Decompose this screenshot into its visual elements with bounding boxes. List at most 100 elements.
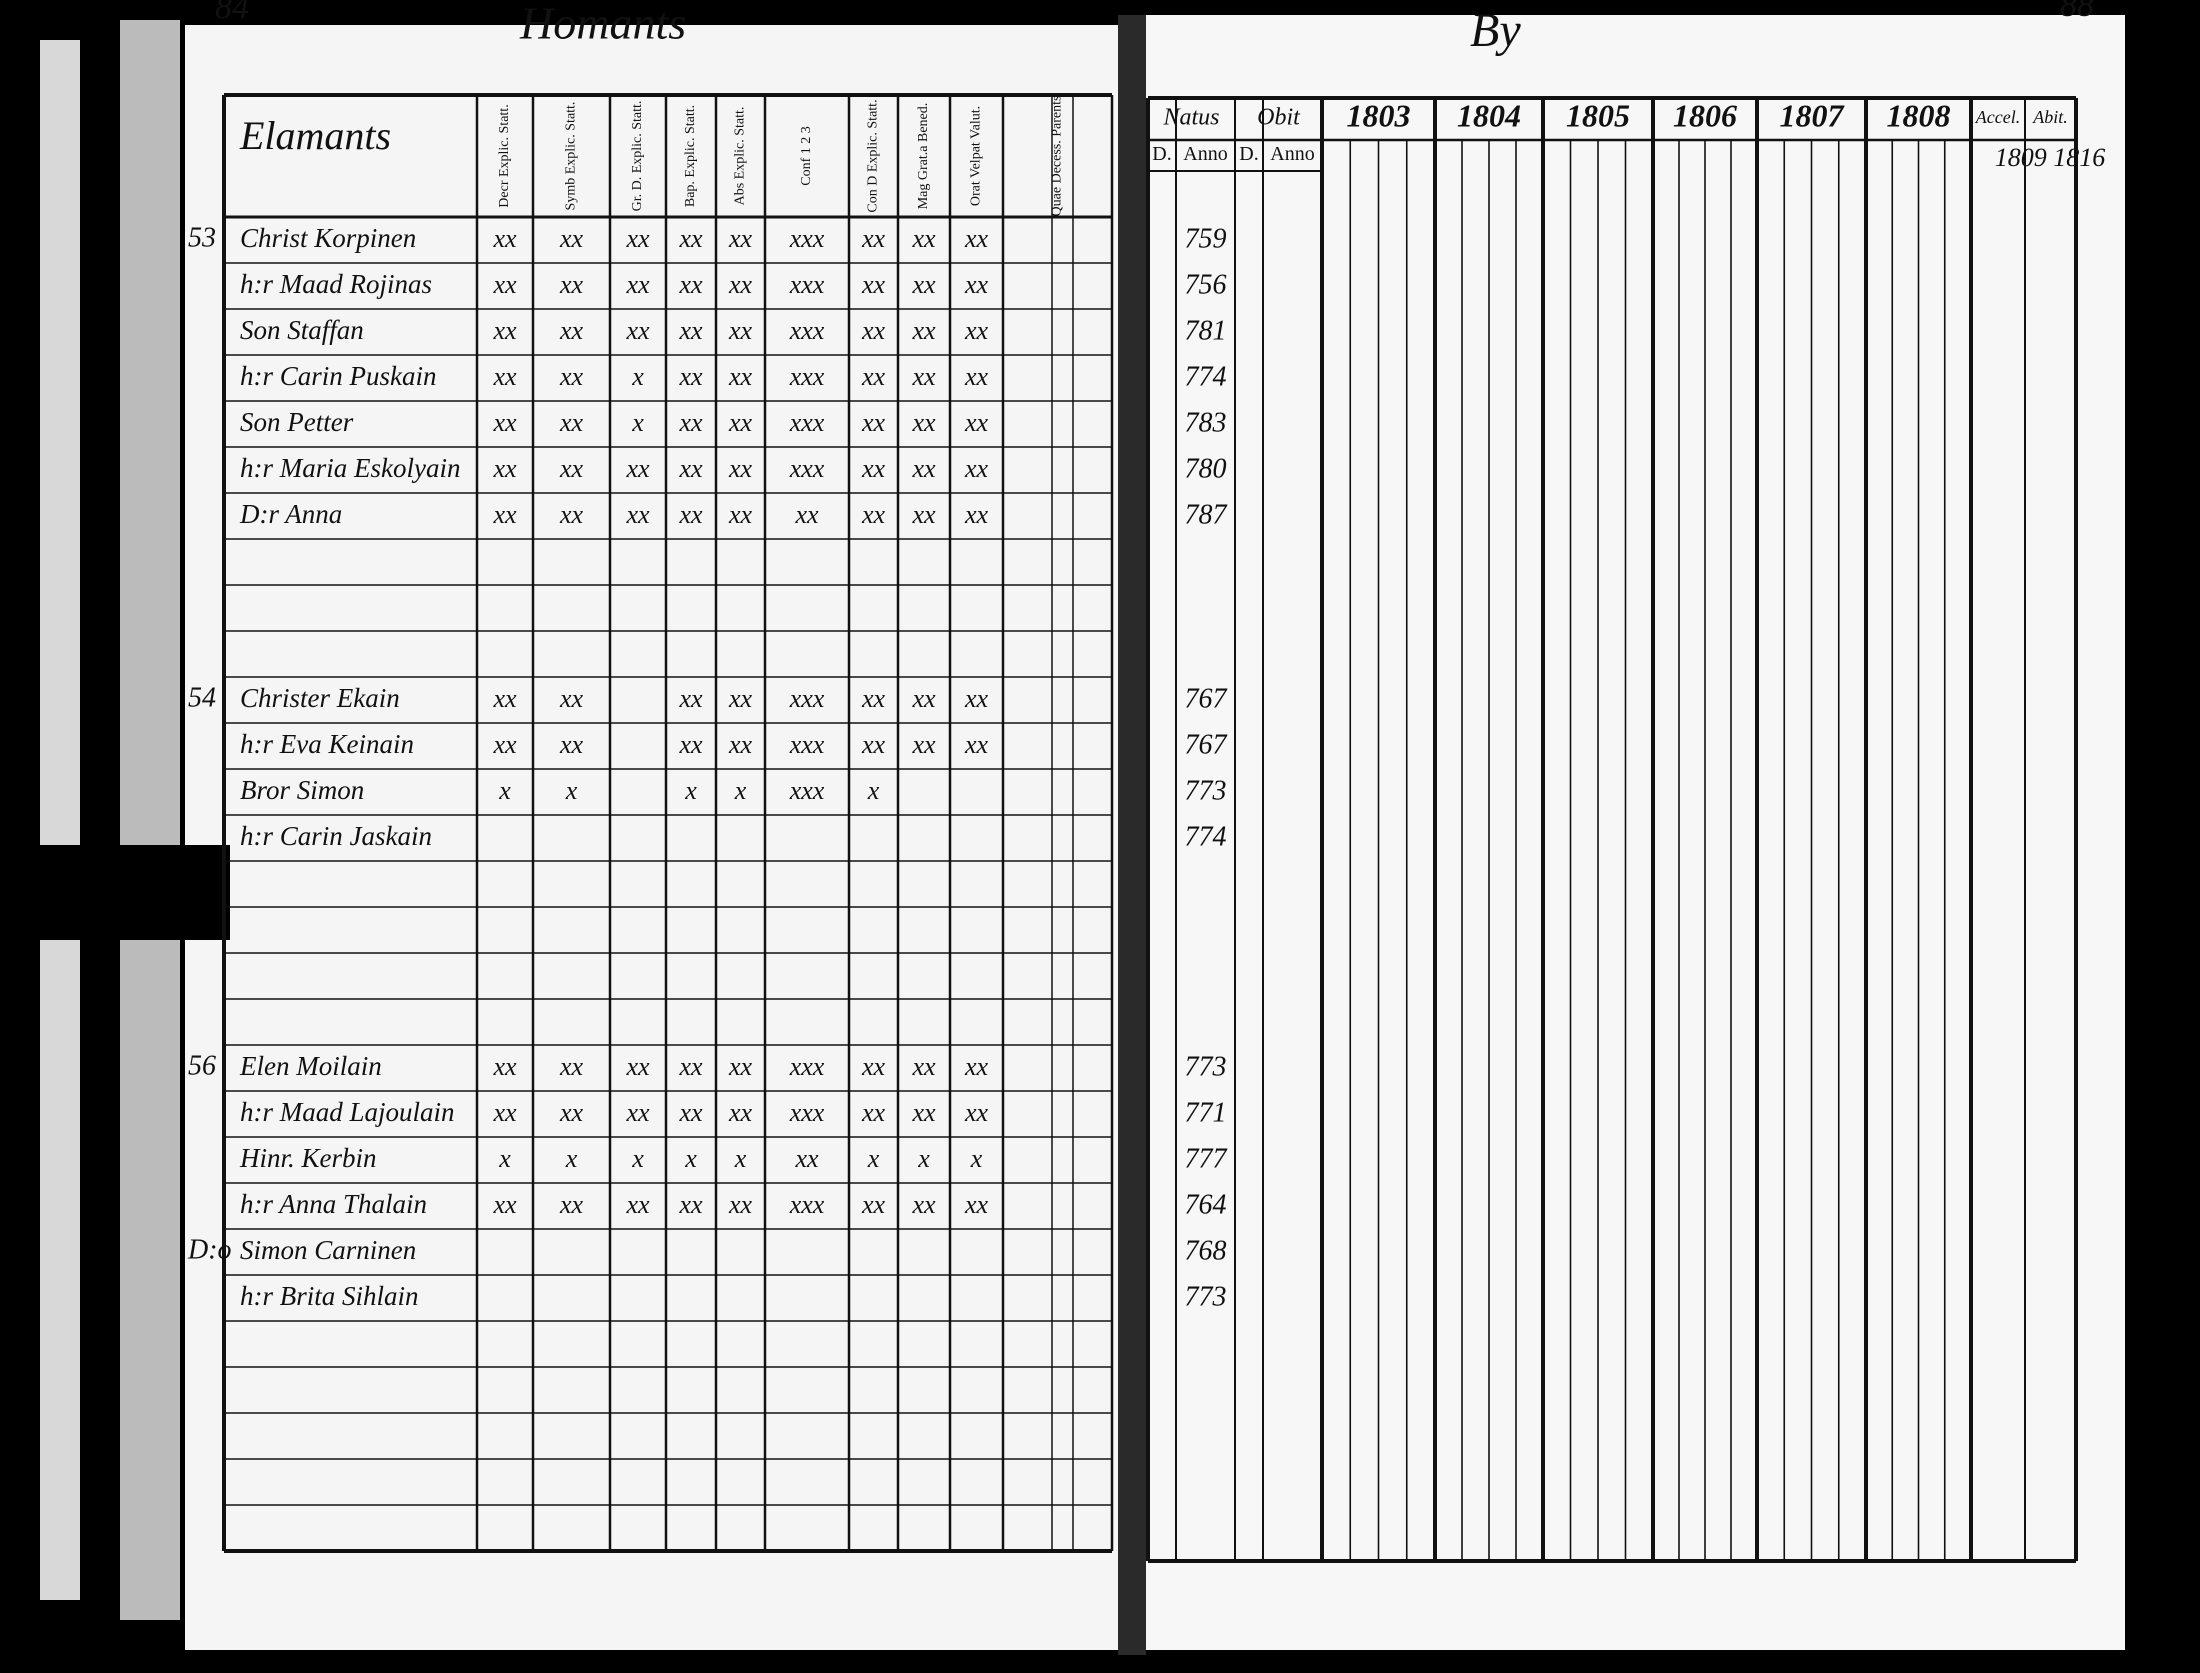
catechism-mark: x xyxy=(867,1144,880,1173)
catechism-mark: xx xyxy=(678,1098,703,1127)
catechism-mark: x xyxy=(734,1144,747,1173)
member-name: h:r Maad Rojinas xyxy=(240,269,432,299)
catechism-mark: xx xyxy=(678,316,703,345)
catechism-mark: xx xyxy=(728,316,753,345)
member-name: Simon Carninen xyxy=(240,1235,416,1265)
year-header: 1808 xyxy=(1887,97,1951,133)
catechism-mark: xx xyxy=(678,730,703,759)
member-name: h:r Maad Lajoulain xyxy=(240,1097,455,1127)
member-name: Christ Korpinen xyxy=(240,223,416,253)
catechism-mark: xxx xyxy=(789,1052,825,1081)
household-number: 56 xyxy=(188,1050,216,1081)
catechism-mark: xx xyxy=(728,362,753,391)
column-header: Anno xyxy=(1183,143,1227,165)
catechism-mark: xx xyxy=(728,224,753,253)
catechism-mark: xx xyxy=(492,224,517,253)
catechism-mark: xx xyxy=(559,316,584,345)
catechism-mark: xx xyxy=(964,730,989,759)
catechism-mark: xx xyxy=(964,1052,989,1081)
catechism-mark: xx xyxy=(964,1098,989,1127)
catechism-mark: x xyxy=(498,1144,511,1173)
catechism-mark: x xyxy=(684,1144,697,1173)
catechism-mark: xx xyxy=(625,1190,650,1219)
column-header: Elamants xyxy=(239,113,391,158)
ruling xyxy=(222,93,2078,1563)
catechism-mark: xx xyxy=(964,270,989,299)
birth-year: 781 xyxy=(1185,315,1227,346)
catechism-mark: xx xyxy=(911,730,936,759)
spine xyxy=(1118,15,1146,1655)
catechism-mark: xx xyxy=(678,454,703,483)
catechism-mark: xx xyxy=(625,316,650,345)
catechism-mark: xx xyxy=(678,684,703,713)
birth-year: 787 xyxy=(1185,499,1228,530)
catechism-mark: xx xyxy=(728,730,753,759)
birth-year: 773 xyxy=(1185,775,1227,806)
birth-year: 774 xyxy=(1185,361,1227,392)
column-header: Natus xyxy=(1162,105,1219,131)
left-page xyxy=(185,25,1135,1650)
member-name: h:r Maria Eskolyain xyxy=(240,453,460,483)
member-name: Elen Moilain xyxy=(239,1051,382,1081)
column-header: Orat Velpat Valut. xyxy=(969,106,984,206)
catechism-mark: xx xyxy=(492,316,517,345)
birth-year: 756 xyxy=(1185,269,1227,300)
clip-shadow xyxy=(0,845,230,940)
catechism-mark: xx xyxy=(728,408,753,437)
catechism-mark: xx xyxy=(492,454,517,483)
column-header: Accel. xyxy=(1975,107,2020,127)
household-number: 54 xyxy=(188,682,216,713)
catechism-mark: xx xyxy=(911,684,936,713)
birth-year: 773 xyxy=(1185,1281,1227,1312)
catechism-mark: xx xyxy=(678,362,703,391)
catechism-mark: xx xyxy=(678,500,703,529)
catechism-mark: xx xyxy=(559,362,584,391)
column-header: Symb Explic. Statt. xyxy=(564,102,579,211)
catechism-mark: xx xyxy=(964,454,989,483)
catechism-mark: xx xyxy=(625,454,650,483)
member-name: h:r Carin Puskain xyxy=(240,361,437,391)
catechism-mark: xx xyxy=(559,1098,584,1127)
column-header: Obit xyxy=(1257,105,1301,131)
catechism-mark: xx xyxy=(625,224,650,253)
catechism-mark: xx xyxy=(861,1190,886,1219)
birth-year: 777 xyxy=(1185,1143,1228,1174)
catechism-mark: xx xyxy=(861,362,886,391)
catechism-mark: xx xyxy=(964,316,989,345)
catechism-mark: xx xyxy=(728,1052,753,1081)
catechism-mark: xx xyxy=(728,270,753,299)
catechism-mark: xx xyxy=(678,270,703,299)
catechism-mark: xx xyxy=(794,500,819,529)
member-name: Son Petter xyxy=(240,407,354,437)
member-name: h:r Anna Thalain xyxy=(240,1189,427,1219)
column-header: D. xyxy=(1239,143,1258,165)
catechism-mark: xx xyxy=(911,1052,936,1081)
page-title: Homants xyxy=(519,0,686,49)
year-header: 1804 xyxy=(1457,97,1521,133)
catechism-mark: xxx xyxy=(789,730,825,759)
member-name: h:r Eva Keinain xyxy=(240,729,414,759)
column-header: Quae Decess. Parents xyxy=(1050,96,1065,217)
page-title: By xyxy=(1470,4,1521,57)
member-name: Bror Simon xyxy=(240,775,364,805)
catechism-mark: xx xyxy=(861,500,886,529)
catechism-mark: xxx xyxy=(789,1098,825,1127)
column-header: Gr. D. Explic. Statt. xyxy=(630,101,645,212)
catechism-mark: xx xyxy=(861,1098,886,1127)
birth-year: 774 xyxy=(1185,821,1227,852)
birth-year: 780 xyxy=(1185,453,1227,484)
catechism-mark: xx xyxy=(911,1190,936,1219)
year-header: 1807 xyxy=(1780,97,1846,133)
birth-year: 767 xyxy=(1185,683,1228,714)
column-header: Con D Explic. Statt. xyxy=(866,99,881,212)
catechism-mark: xx xyxy=(964,500,989,529)
member-name: Son Staffan xyxy=(240,315,364,345)
catechism-mark: xx xyxy=(861,730,886,759)
column-header: Conf 1 2 3 xyxy=(799,126,814,186)
year-header: 1803 xyxy=(1347,97,1411,133)
catechism-mark: xx xyxy=(861,270,886,299)
catechism-mark: xx xyxy=(911,362,936,391)
catechism-mark: xx xyxy=(678,408,703,437)
catechism-mark: x xyxy=(565,1144,578,1173)
